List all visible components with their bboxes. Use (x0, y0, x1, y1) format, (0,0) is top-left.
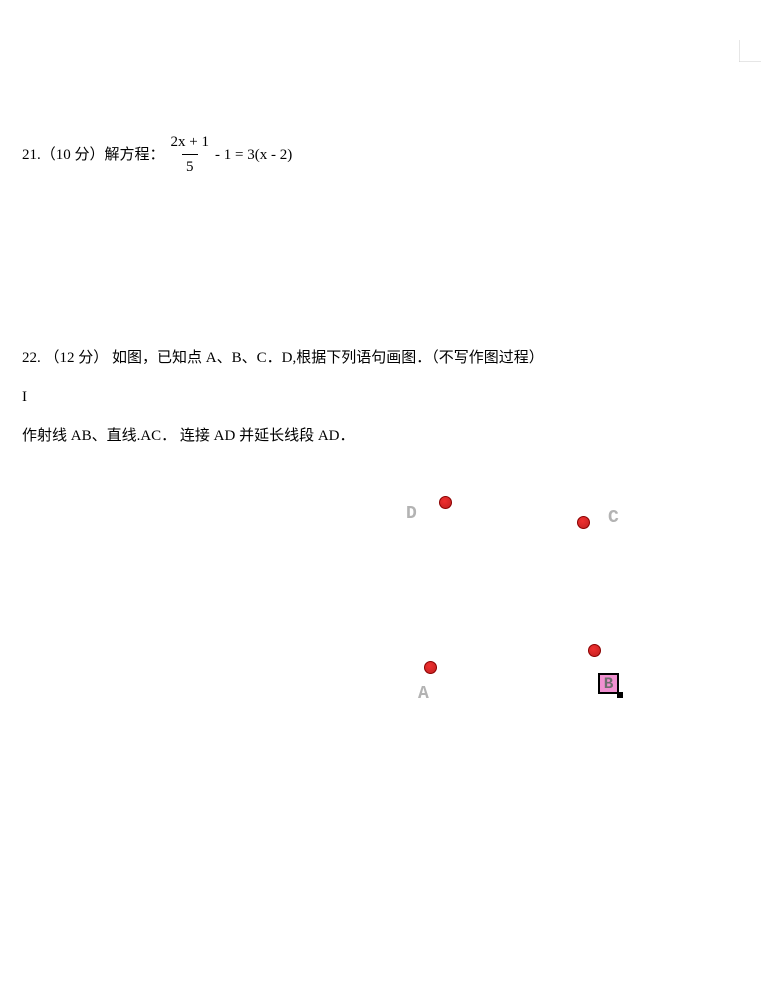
problem-22: 22. （12 分） 如图，已知点 A、B、C．D,根据下列语句画图．（不写作图… (22, 339, 779, 766)
problem-label: 解方程： (105, 143, 165, 167)
problem-number: 22. (22, 350, 41, 366)
fraction-numerator: 2x + 1 (167, 130, 213, 154)
problem-points: （10 分） (41, 143, 105, 167)
problem-points: （12 分） (45, 350, 109, 366)
geometry-diagram: D C A B (22, 486, 722, 766)
page-corner-mark (739, 40, 761, 62)
problem-22-line1: 22. （12 分） 如图，已知点 A、B、C．D,根据下列语句画图．（不写作图… (22, 339, 779, 378)
problem-22-line2: I (22, 378, 779, 417)
equation-rest: - 1 = 3(x - 2) (215, 143, 292, 167)
point-a-dot (424, 661, 437, 674)
problem-21: 21. （10 分） 解方程： 2x + 1 5 - 1 = 3(x - 2) (22, 130, 779, 179)
point-b-box: B (598, 673, 619, 694)
equation-fraction: 2x + 1 5 (167, 130, 213, 179)
point-c-label: C (608, 508, 619, 528)
problem-22-text1: 如图，已知点 A、B、C．D,根据下列语句画图．（不写作图过程） (112, 350, 544, 366)
point-d-label: D (406, 504, 417, 524)
point-b-label: B (604, 675, 614, 693)
page-content: 21. （10 分） 解方程： 2x + 1 5 - 1 = 3(x - 2) … (0, 0, 779, 766)
fraction-denominator: 5 (182, 154, 198, 179)
problem-number: 21. (22, 143, 41, 167)
point-c-dot (577, 516, 590, 529)
point-b-dot (588, 644, 601, 657)
point-a-label: A (418, 684, 429, 704)
problem-21-text: 21. （10 分） 解方程： 2x + 1 5 - 1 = 3(x - 2) (22, 130, 779, 179)
problem-22-line3: 作射线 AB、直线.AC． 连接 AD 并延长线段 AD． (22, 417, 779, 456)
point-d-dot (439, 496, 452, 509)
